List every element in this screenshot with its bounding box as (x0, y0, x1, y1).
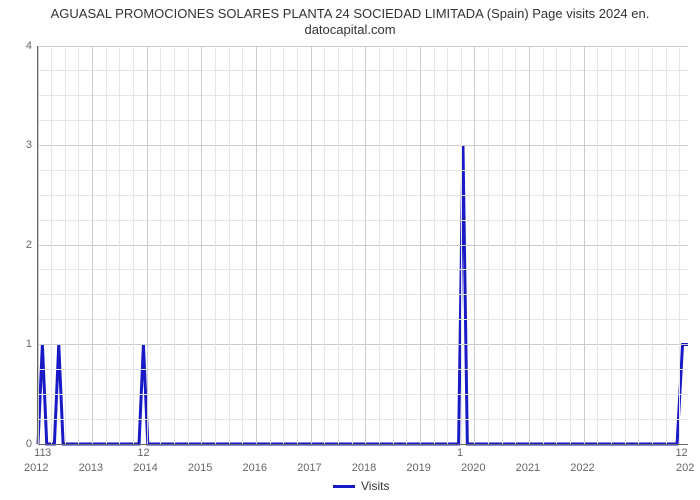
y-grid-minor (38, 95, 688, 96)
x-grid-minor (652, 46, 653, 444)
plot-area (38, 46, 688, 444)
y-grid-major (38, 145, 688, 146)
series-data-label: 3 (45, 447, 51, 459)
y-grid-major (38, 46, 688, 47)
x-tick-label: 2018 (352, 462, 376, 474)
legend-swatch (333, 485, 355, 488)
x-grid-minor (338, 46, 339, 444)
x-grid-major (420, 46, 421, 444)
x-grid-minor (556, 46, 557, 444)
x-grid-major (311, 46, 312, 444)
x-grid-minor (352, 46, 353, 444)
x-tick-label: 2022 (570, 462, 594, 474)
x-tick-label: 2020 (461, 462, 485, 474)
legend: Visits (333, 479, 389, 493)
y-grid-minor (38, 220, 688, 221)
x-grid-major (365, 46, 366, 444)
x-tick-label: 2015 (188, 462, 212, 474)
y-grid-minor (38, 170, 688, 171)
x-grid-minor (406, 46, 407, 444)
x-grid-minor (242, 46, 243, 444)
chart-container: { "chart": { "type": "line", "title_line… (0, 0, 700, 500)
y-tick-label: 3 (26, 139, 32, 151)
x-tick-label: 2012 (24, 462, 48, 474)
x-grid-minor (434, 46, 435, 444)
y-grid-major (38, 245, 688, 246)
x-grid-minor (447, 46, 448, 444)
x-grid-minor (270, 46, 271, 444)
x-grid-minor (229, 46, 230, 444)
y-grid-minor (38, 319, 688, 320)
y-grid-minor (38, 369, 688, 370)
x-grid-minor (488, 46, 489, 444)
x-tick-label: 2017 (297, 462, 321, 474)
x-grid-minor (215, 46, 216, 444)
chart-title-line2: datocapital.com (304, 22, 395, 37)
x-grid-minor (188, 46, 189, 444)
x-grid-major (201, 46, 202, 444)
x-grid-minor (51, 46, 52, 444)
x-grid-minor (625, 46, 626, 444)
x-tick-label: 2021 (516, 462, 540, 474)
x-grid-minor (611, 46, 612, 444)
x-grid-minor (297, 46, 298, 444)
x-grid-minor (174, 46, 175, 444)
y-grid-major (38, 344, 688, 345)
y-grid-minor (38, 419, 688, 420)
x-grid-minor (65, 46, 66, 444)
x-grid-minor (543, 46, 544, 444)
x-grid-minor (638, 46, 639, 444)
chart-title: AGUASAL PROMOCIONES SOLARES PLANTA 24 SO… (0, 6, 700, 37)
x-tick-label: 2019 (406, 462, 430, 474)
y-grid-minor (38, 294, 688, 295)
x-grid-minor (666, 46, 667, 444)
x-grid-major (529, 46, 530, 444)
x-grid-minor (379, 46, 380, 444)
x-grid-minor (597, 46, 598, 444)
x-grid-minor (106, 46, 107, 444)
y-grid-minor (38, 394, 688, 395)
x-grid-major (474, 46, 475, 444)
x-grid-minor (393, 46, 394, 444)
y-grid-minor (38, 70, 688, 71)
x-grid-major (256, 46, 257, 444)
x-grid-major (584, 46, 585, 444)
y-grid-minor (38, 120, 688, 121)
y-tick-label: 4 (26, 40, 32, 52)
x-grid-major (92, 46, 93, 444)
y-tick-label: 1 (26, 338, 32, 350)
x-grid-minor (119, 46, 120, 444)
series-data-label: 11 (34, 447, 45, 459)
x-grid-major (147, 46, 148, 444)
series-data-label: 12 (675, 447, 687, 459)
x-tick-label: 2013 (79, 462, 103, 474)
y-grid-minor (38, 269, 688, 270)
y-tick-label: 0 (26, 438, 32, 450)
chart-title-line1: AGUASAL PROMOCIONES SOLARES PLANTA 24 SO… (51, 6, 650, 21)
y-axis-line (37, 46, 38, 444)
x-grid-minor (324, 46, 325, 444)
x-grid-minor (133, 46, 134, 444)
x-grid-minor (502, 46, 503, 444)
x-grid-minor (78, 46, 79, 444)
x-grid-minor (570, 46, 571, 444)
x-tick-label-clipped: 202 (676, 462, 694, 474)
y-tick-label: 2 (26, 239, 32, 251)
series-data-label: 12 (137, 447, 149, 459)
x-grid-minor (283, 46, 284, 444)
x-axis-line (38, 444, 688, 445)
x-grid-minor (160, 46, 161, 444)
x-tick-label: 2016 (242, 462, 266, 474)
x-tick-label: 2014 (133, 462, 157, 474)
x-grid-minor (515, 46, 516, 444)
y-grid-minor (38, 195, 688, 196)
x-grid-minor (679, 46, 680, 444)
x-grid-minor (461, 46, 462, 444)
series-data-label: 1 (457, 447, 463, 459)
legend-label: Visits (361, 479, 389, 493)
